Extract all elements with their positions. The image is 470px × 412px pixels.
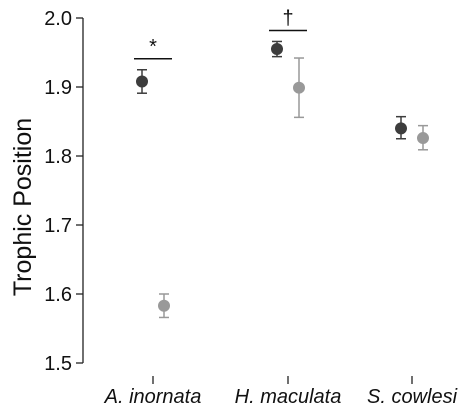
y-tick-label: 2.0 (44, 8, 72, 30)
y-axis-title: Trophic Position (9, 118, 37, 296)
y-tick-label: 1.6 (44, 284, 72, 306)
y-tick-label: 1.9 (44, 77, 72, 99)
significance-annotations: *† (134, 7, 307, 60)
x-tick-label: S. cowlesi (367, 386, 458, 408)
y-tick-label: 1.8 (44, 146, 72, 168)
data-points (136, 40, 429, 319)
y-axis: 1.5 1.6 1.7 1.8 1.9 2.0 (44, 8, 84, 375)
data-point (395, 122, 407, 135)
significance-label: † (282, 7, 293, 29)
x-tick-label: H. maculata (235, 386, 342, 408)
y-tick-label: 1.7 (44, 215, 72, 237)
data-point (271, 43, 283, 56)
y-tick-label: 1.5 (44, 353, 72, 375)
data-point (293, 81, 305, 94)
x-tick-label: A. inornata (104, 386, 202, 408)
data-point (136, 75, 148, 88)
data-point (158, 299, 170, 312)
significance-label: * (149, 36, 157, 58)
x-axis: A. inornata H. maculata S. cowlesi (104, 376, 458, 408)
data-point (417, 132, 429, 145)
